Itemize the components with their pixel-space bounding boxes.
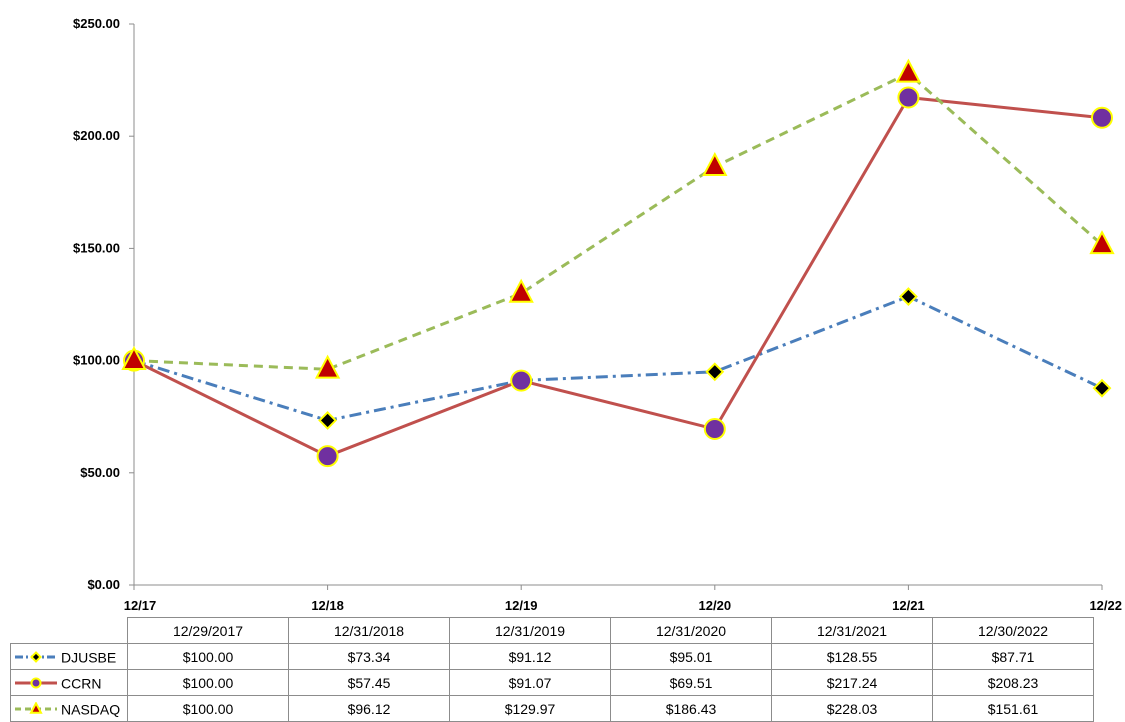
x-tick-label: 12/22 — [1089, 598, 1122, 613]
legend-marker — [29, 702, 43, 714]
x-tick-label: 12/17 — [124, 598, 157, 613]
series-name: DJUSBE — [61, 649, 117, 666]
data-table-row: CCRN $100.00 $57.45 $91.07 $69.51 $217.2… — [10, 669, 1094, 696]
series-lines — [133, 71, 1103, 458]
table-cell: $91.07 — [449, 669, 611, 696]
data-table: 12/29/2017 12/31/2018 12/31/2019 12/31/2… — [10, 617, 1094, 722]
data-table-row: NASDAQ $100.00 $96.12 $129.97 $186.43 $2… — [10, 695, 1094, 722]
line-chart: $0.00 $50.00 $100.00 $150.00 $200.00 $250.00 1… — [73, 16, 1122, 613]
table-cell: $95.01 — [610, 643, 772, 670]
table-cell: $87.71 — [932, 643, 1094, 670]
data-point-nasdaq — [702, 151, 728, 177]
data-point-nasdaq — [314, 354, 341, 379]
legend-key-djusbe — [15, 651, 57, 664]
data-table-row: DJUSBE $100.00 $73.34 $91.12 $95.01 $128… — [10, 643, 1094, 670]
series-markers — [121, 58, 1115, 468]
date-header: 12/31/2021 — [771, 617, 933, 644]
data-point-nasdaq — [1089, 230, 1115, 255]
table-cell: $100.00 — [127, 695, 289, 722]
table-cell: $228.03 — [771, 695, 933, 722]
table-cell: $208.23 — [932, 669, 1094, 696]
series-line-djusbe — [133, 294, 1103, 422]
y-tick-label: $250.00 — [73, 16, 120, 31]
table-cell: $73.34 — [288, 643, 450, 670]
date-header: 12/29/2017 — [127, 617, 289, 644]
x-tick-label: 12/19 — [505, 598, 538, 613]
data-point-ccrn — [897, 86, 920, 109]
table-cell: $91.12 — [449, 643, 611, 670]
table-cell: $96.12 — [288, 695, 450, 722]
data-point-djusbe — [318, 411, 338, 430]
data-point-ccrn — [510, 369, 533, 392]
table-cell: $129.97 — [449, 695, 611, 722]
data-point-nasdaq — [895, 58, 922, 83]
legend-entry: CCRN — [10, 669, 128, 696]
table-cell: $100.00 — [127, 669, 289, 696]
table-cell: $186.43 — [610, 695, 772, 722]
series-name: NASDAQ — [61, 701, 121, 718]
data-point-nasdaq — [121, 345, 147, 370]
data-point-ccrn — [1091, 106, 1113, 129]
y-tick-label: $150.00 — [73, 240, 120, 255]
series-name: CCRN — [61, 675, 102, 692]
data-table-corner — [11, 618, 128, 644]
legend-marker — [30, 651, 42, 664]
table-cell: $100.00 — [127, 643, 289, 670]
data-point-ccrn — [316, 445, 339, 468]
date-header: 12/31/2019 — [449, 617, 611, 644]
legend-marker — [30, 677, 42, 689]
data-point-djusbe — [898, 287, 918, 306]
table-cell: $151.61 — [932, 695, 1094, 722]
series-line-nasdaq — [133, 71, 1103, 371]
x-tick-label: 12/18 — [311, 598, 344, 613]
table-cell: $217.24 — [771, 669, 933, 696]
y-tick-label: $200.00 — [73, 128, 120, 143]
y-tick-label: $0.00 — [87, 577, 120, 592]
table-cell: $69.51 — [610, 669, 772, 696]
data-point-djusbe — [705, 362, 725, 382]
y-tick-label: $50.00 — [80, 465, 120, 480]
date-header: 12/30/2022 — [932, 617, 1094, 644]
legend-entry: DJUSBE — [10, 643, 128, 670]
table-cell: $128.55 — [771, 643, 933, 670]
y-tick-label: $100.00 — [73, 353, 120, 368]
legend-entry: NASDAQ — [10, 695, 128, 722]
legend-key-ccrn — [15, 677, 57, 689]
chart-axes: $0.00 $50.00 $100.00 $150.00 $200.00 $250.00 1… — [73, 16, 1122, 613]
data-point-djusbe — [1092, 378, 1112, 398]
x-tick-label: 12/20 — [699, 598, 732, 613]
series-line-ccrn — [133, 95, 1103, 458]
data-point-ccrn — [703, 418, 726, 441]
date-header: 12/31/2018 — [288, 617, 450, 644]
x-tick-label: 12/21 — [892, 598, 925, 613]
table-cell: $57.45 — [288, 669, 450, 696]
data-point-nasdaq — [508, 278, 534, 303]
legend-key-nasdaq — [15, 702, 57, 714]
data-table-header-row: 12/29/2017 12/31/2018 12/31/2019 12/31/2… — [11, 617, 1094, 644]
date-header: 12/31/2020 — [610, 617, 772, 644]
